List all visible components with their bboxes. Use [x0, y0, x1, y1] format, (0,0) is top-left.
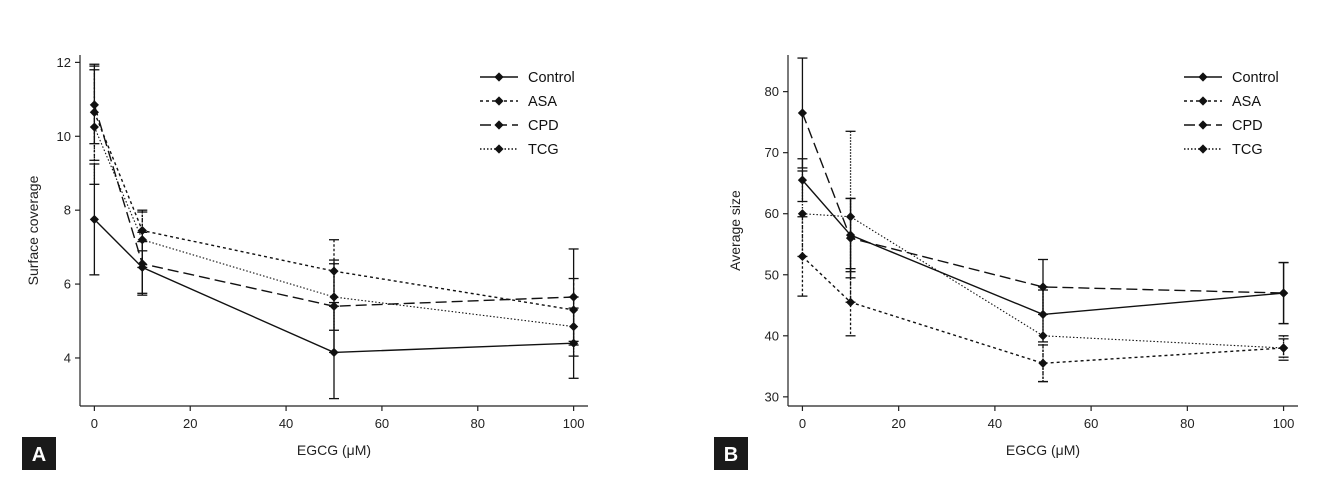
- series-line-asa: [93, 112, 574, 311]
- legend-marker: [494, 144, 504, 154]
- legend-label-control: Control: [528, 70, 575, 86]
- x-tick-label: 40: [279, 416, 293, 431]
- legend: Control ASA CPD TCG: [1184, 70, 1279, 158]
- legend-marker: [494, 96, 504, 106]
- x-tick-label: 20: [183, 416, 197, 431]
- x-axis-title: EGCG (μM): [1006, 442, 1080, 458]
- y-tick-label: 40: [765, 328, 779, 343]
- data-point-tcg: [845, 212, 856, 222]
- data-point-tcg: [329, 292, 339, 302]
- data-point-cpd: [1038, 282, 1048, 292]
- legend: Control ASA CPD TCG: [480, 70, 575, 158]
- y-tick-label: 4: [64, 350, 71, 365]
- x-tick-label: 0: [799, 416, 806, 431]
- data-point-tcg: [137, 235, 147, 245]
- y-tick-label: 12: [57, 55, 71, 70]
- data-point-tcg: [569, 321, 579, 332]
- series-line-control: [801, 179, 1284, 316]
- legend-marker: [1198, 72, 1208, 82]
- x-tick-label: 0: [91, 416, 98, 431]
- legend-marker: [1198, 144, 1208, 154]
- legend-label-cpd: CPD: [1232, 118, 1263, 134]
- panel-label-badge: [714, 437, 748, 470]
- legend-label-tcg: TCG: [1232, 142, 1263, 158]
- y-tick-label: 6: [64, 277, 71, 292]
- series-tcg: [797, 130, 1289, 383]
- x-tick-label: 80: [471, 416, 485, 431]
- y-tick-label: 50: [765, 267, 779, 282]
- y-tick-label: 30: [765, 389, 779, 404]
- x-tick-label: 100: [1273, 416, 1295, 431]
- series-cpd: [797, 57, 1289, 325]
- y-tick-label: 70: [765, 145, 779, 160]
- panel-label-badge: [22, 437, 56, 470]
- x-tick-label: 40: [988, 416, 1002, 431]
- panel-b: 30 40 50 60 70 80 0 20 40 60 80 100 EGCG (μM) Average…: [714, 55, 1298, 470]
- data-point-tcg: [1278, 343, 1289, 353]
- legend-label-control: Control: [1232, 70, 1279, 86]
- data-point-tcg: [797, 209, 808, 219]
- series-line-control: [93, 218, 574, 354]
- series-tcg: [89, 69, 579, 357]
- data-point-tcg: [89, 122, 99, 132]
- legend-label-cpd: CPD: [528, 118, 559, 134]
- panel-a: 4 6 8 10 12 0 20 40 60 80 100 EGCG (μM) Surface cove…: [22, 55, 588, 470]
- series-line-tcg: [802, 213, 1284, 349]
- series-line-cpd: [93, 104, 574, 307]
- legend-label-asa: ASA: [1232, 94, 1261, 110]
- legend-marker: [494, 72, 504, 82]
- y-tick-label: 10: [57, 129, 71, 144]
- series-line-cpd: [801, 112, 1284, 294]
- panel-label: B: [724, 444, 738, 466]
- y-tick-label: 80: [765, 84, 779, 99]
- x-tick-label: 20: [891, 416, 905, 431]
- legend-label-tcg: TCG: [528, 142, 559, 158]
- data-point-control: [89, 214, 99, 225]
- y-axis-title: Average size: [727, 190, 743, 271]
- x-axis-title: EGCG (μM): [297, 442, 371, 458]
- data-point-cpd: [1278, 288, 1289, 298]
- legend-marker: [1198, 120, 1208, 130]
- data-point-cpd: [89, 100, 99, 110]
- y-tick-label: 60: [765, 206, 779, 221]
- x-tick-label: 60: [375, 416, 389, 431]
- x-tick-label: 60: [1084, 416, 1098, 431]
- data-point-cpd: [797, 108, 808, 118]
- y-tick-label: 8: [64, 203, 71, 218]
- panel-label: A: [32, 444, 46, 466]
- legend-marker: [494, 120, 504, 130]
- x-tick-label: 80: [1180, 416, 1194, 431]
- data-point-cpd: [845, 233, 856, 243]
- legend-marker: [1198, 96, 1208, 106]
- legend-label-asa: ASA: [528, 94, 557, 110]
- data-point-tcg: [1038, 331, 1048, 341]
- x-tick-label: 100: [563, 416, 585, 431]
- y-axis-title: Surface coverage: [25, 175, 41, 285]
